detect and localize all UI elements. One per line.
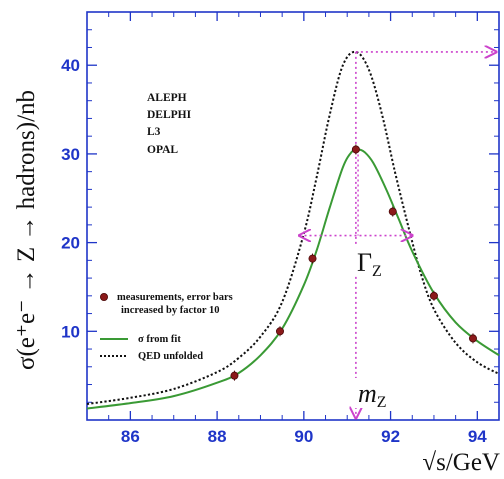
y-tick-label: 40 (61, 56, 80, 75)
svg-text:ΓZ: ΓZ (357, 248, 382, 280)
tick-labels-layer: 86 88 90 92 94 10 20 30 40 (61, 56, 487, 446)
legend-label-measurements-2: increased by factor 10 (121, 305, 219, 316)
experiment-name-l3: L3 (147, 126, 161, 138)
legend: measurements, error bars increased by fa… (100, 292, 233, 362)
mass-z-subscript: Z (377, 394, 387, 411)
x-axis-title: √s/GeV (422, 449, 500, 476)
x-tick-label: 88 (208, 427, 227, 446)
legend-marker-measurement (100, 292, 109, 301)
qed-unfolded-curve (86, 50, 500, 405)
measurement-point (230, 371, 239, 380)
measurement-point (429, 291, 438, 300)
measurement-point (388, 207, 397, 216)
measurement-points-layer (230, 144, 477, 381)
x-tick-label: 90 (294, 427, 313, 446)
y-tick-label: 30 (61, 145, 80, 164)
x-tick-label: 86 (121, 427, 140, 446)
svg-text:mZ: mZ (358, 379, 387, 411)
mass-z-label: mZ (355, 378, 405, 411)
annotation-layer (300, 52, 496, 418)
mass-z-symbol: m (358, 379, 377, 408)
legend-label-qed: QED unfolded (138, 351, 203, 362)
x-tick-label: 94 (468, 427, 487, 446)
gamma-z-label: ΓZ (351, 244, 397, 280)
curves-layer (86, 50, 500, 410)
experiment-name-opal: OPAL (147, 144, 178, 156)
y-axis-title: σ(e⁺e⁻ → Z → hadrons)/nb (13, 90, 40, 370)
measurement-point (275, 327, 284, 336)
legend-label-measurements: measurements, error bars (117, 292, 233, 303)
x-tick-label: 92 (381, 427, 400, 446)
y-tick-label: 10 (61, 322, 80, 341)
gamma-z-subscript: Z (372, 263, 382, 280)
plot-frame-layer (86, 11, 500, 421)
legend-label-fit: σ from fit (138, 334, 181, 345)
measurement-point (468, 334, 477, 343)
plot-frame (86, 11, 500, 421)
fit-curve (86, 148, 500, 410)
experiment-name-aleph: ALEPH (147, 92, 187, 104)
measurement-point (308, 254, 317, 263)
experiment-name-delphi: DELPHI (147, 109, 192, 121)
y-tick-label: 20 (61, 234, 80, 253)
gamma-z-symbol: Γ (357, 248, 372, 277)
measurement-point (351, 145, 360, 154)
